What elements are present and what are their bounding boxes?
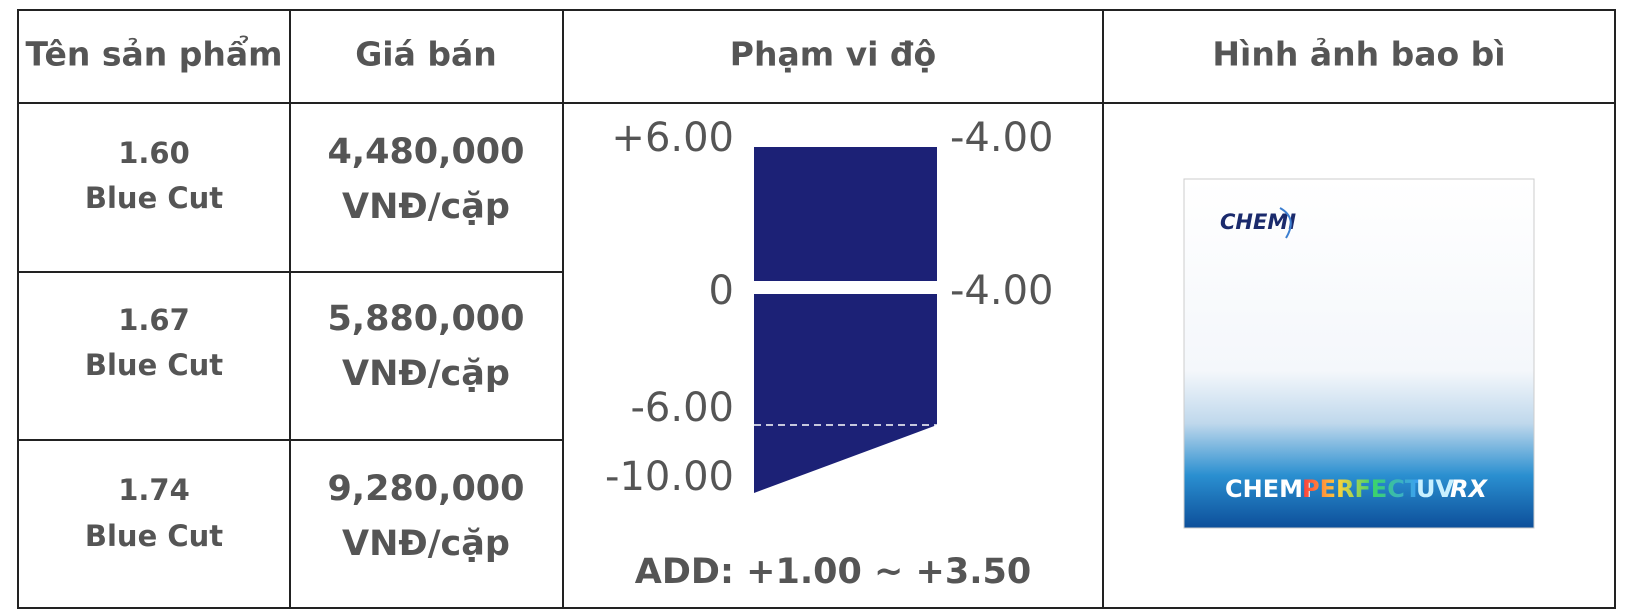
price-unit: VNĐ/cặp [342,524,510,564]
package-logo: CHEMI [1220,210,1296,234]
product-name: Blue Cut [85,181,223,215]
range-diagram [754,147,937,493]
range-label: -6.00 [631,385,735,431]
header-cell: Phạm vi độ [730,35,936,74]
product-name: 1.60 [118,136,190,170]
price: 4,480,000 [327,132,524,172]
price: 9,280,000 [327,469,524,509]
price-unit: VNĐ/cặp [342,187,510,227]
table-grid [17,9,1616,609]
header-cell: Hình ảnh bao bì [1212,35,1505,74]
price: 5,880,000 [327,299,524,339]
header-cell: Giá bán [355,35,497,74]
package-image: CHEMI CHEMI PERFECT UV RX [1183,178,1535,529]
product-name: Blue Cut [85,519,223,553]
product-name: 1.67 [118,303,190,337]
range-label: -10.00 [605,454,734,500]
range-label: 0 [709,268,734,314]
product-name: Blue Cut [85,348,223,382]
package-text: CHEMI [1225,475,1312,503]
add-range: ADD: +1.00 ~ +3.50 [635,552,1031,592]
product-name: 1.74 [118,473,190,507]
range-label: -4.00 [950,268,1054,314]
package-text: UV [1416,475,1454,503]
package-text: PERFECT [1302,475,1422,503]
package-text: RX [1450,475,1488,503]
price-unit: VNĐ/cặp [342,354,510,394]
range-label: +6.00 [611,115,734,161]
header-cell: Tên sản phẩm [25,34,282,74]
range-label: -4.00 [950,115,1054,161]
